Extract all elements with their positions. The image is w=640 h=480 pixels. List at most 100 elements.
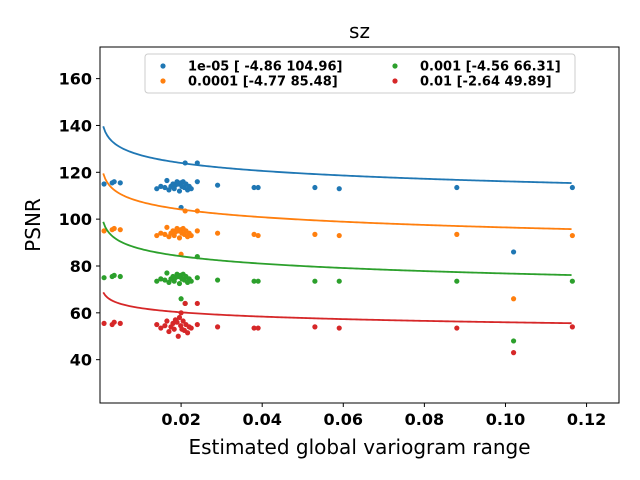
data-point	[164, 270, 170, 276]
data-point	[101, 275, 107, 281]
data-point	[569, 184, 575, 191]
data-point	[101, 228, 107, 234]
x-tick-label: 0.02	[161, 410, 200, 429]
data-point	[158, 230, 164, 236]
data-point	[117, 273, 123, 280]
data-point	[101, 320, 107, 326]
legend: 1e-05 [ -4.86 104.96]0.0001 [-4.77 85.48…	[144, 53, 576, 94]
legend-entry: 0.0001 [-4.77 85.48]	[188, 75, 338, 90]
y-tick-label: 140	[59, 116, 92, 135]
data-point	[178, 296, 184, 302]
legend-marker	[392, 63, 398, 69]
data-point	[188, 186, 194, 192]
data-point	[182, 160, 188, 166]
data-point	[188, 278, 194, 284]
data-point	[312, 231, 318, 237]
data-point	[194, 321, 200, 328]
data-point	[569, 278, 575, 284]
data-point	[184, 330, 191, 336]
x-tick-label: 0.04	[242, 410, 281, 429]
y-tick-label: 100	[59, 210, 92, 229]
data-point	[178, 310, 184, 316]
data-point	[158, 325, 164, 331]
data-point	[312, 278, 318, 284]
legend-box	[144, 53, 576, 94]
data-point	[214, 324, 221, 330]
data-point	[180, 318, 186, 324]
data-point	[312, 184, 318, 191]
data-point	[336, 232, 342, 239]
data-point	[101, 181, 107, 187]
data-point	[164, 318, 170, 324]
data-point	[162, 231, 168, 237]
axes-frame	[99, 46, 620, 404]
data-point	[194, 228, 200, 234]
chart-title: sz	[349, 19, 370, 43]
data-point	[111, 179, 117, 185]
y-tick-label: 160	[59, 70, 92, 89]
data-point	[214, 277, 221, 283]
plot-area	[101, 126, 575, 356]
data-point	[255, 325, 261, 331]
legend-entry: 0.001 [-4.56 66.31]	[420, 60, 561, 75]
data-point	[111, 272, 117, 278]
data-point	[194, 275, 200, 281]
data-point	[182, 300, 188, 307]
y-tick-label: 120	[59, 163, 92, 182]
data-point	[251, 325, 257, 331]
data-point	[251, 231, 257, 237]
fit-curve	[102, 173, 572, 231]
data-point	[164, 224, 170, 230]
data-point	[194, 300, 200, 307]
data-point	[174, 319, 180, 325]
y-tick-label: 80	[70, 257, 92, 276]
data-point	[154, 232, 160, 239]
data-point	[175, 333, 181, 339]
data-point	[117, 180, 123, 186]
fit-curve	[102, 126, 572, 184]
data-point	[162, 277, 168, 283]
data-point	[336, 278, 342, 284]
x-axis: 0.02 0.04 0.06 0.08 0.10 0.12	[161, 403, 606, 429]
x-tick-label: 0.12	[567, 410, 606, 429]
data-point	[166, 328, 172, 335]
data-point	[255, 278, 261, 284]
data-point	[171, 326, 177, 332]
data-point	[158, 183, 164, 189]
data-point	[154, 278, 160, 284]
x-tick-label: 0.06	[324, 410, 363, 429]
data-point	[255, 184, 261, 191]
data-point	[510, 249, 517, 255]
legend-marker	[392, 78, 398, 84]
x-tick-label: 0.08	[405, 410, 444, 429]
data-point	[454, 278, 460, 284]
data-point	[176, 188, 183, 194]
data-point	[214, 230, 221, 236]
legend-entry: 0.01 [-2.64 49.89]	[420, 75, 552, 90]
data-point	[214, 182, 221, 188]
y-tick-label: 40	[70, 351, 92, 370]
y-axis-label: PSNR	[21, 198, 45, 252]
data-point	[251, 278, 257, 284]
x-axis-label: Estimated global variogram range	[188, 435, 530, 459]
data-point	[194, 160, 200, 166]
data-point	[162, 323, 168, 329]
data-point	[251, 184, 257, 191]
data-point	[117, 320, 123, 326]
x-tick-label: 0.10	[486, 410, 525, 429]
data-point	[164, 177, 170, 184]
legend-marker	[160, 63, 166, 69]
data-point	[255, 232, 261, 239]
y-axis: 40 60 80 100 120 140 160	[59, 70, 100, 370]
data-point	[176, 314, 183, 321]
data-point	[569, 324, 575, 330]
data-point	[117, 227, 123, 233]
y-tick-label: 60	[70, 304, 92, 323]
legend-marker	[160, 78, 166, 84]
data-point	[188, 325, 194, 331]
legend-entry: 1e-05 [ -4.86 104.96]	[188, 60, 342, 75]
data-point	[154, 186, 160, 192]
data-point	[336, 325, 342, 331]
data-point	[510, 338, 517, 344]
